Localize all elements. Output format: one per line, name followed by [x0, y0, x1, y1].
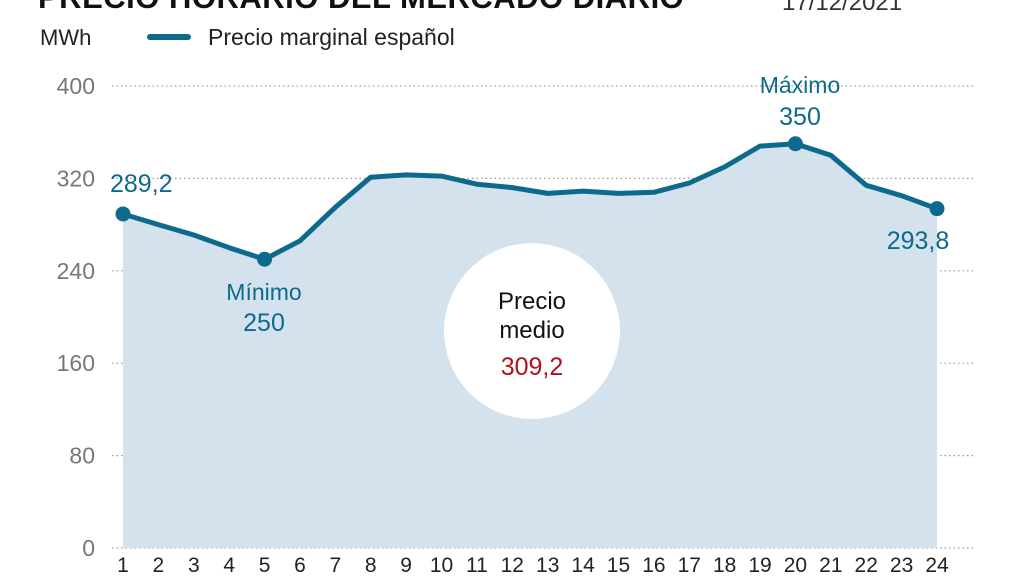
min-value-label: 250: [243, 309, 285, 337]
y-tick-label: 0: [82, 535, 95, 561]
min-marker: [257, 251, 273, 267]
average-label-line2: medio: [499, 317, 564, 344]
x-tick-label: 2: [153, 554, 165, 577]
average-label-line1: Precio: [498, 288, 566, 315]
y-tick-label: 320: [57, 165, 95, 191]
x-tick-label: 14: [571, 554, 595, 577]
min-label: Mínimo: [226, 279, 301, 305]
y-tick-label: 80: [69, 443, 95, 469]
legend-label: Precio marginal español: [208, 24, 455, 50]
max-label: Máximo: [760, 72, 841, 98]
y-tick-label: 400: [57, 73, 95, 99]
x-tick-label: 4: [223, 554, 235, 577]
x-tick-label: 7: [330, 554, 342, 577]
x-tick-label: 8: [365, 554, 377, 577]
x-tick-label: 18: [713, 554, 736, 577]
start-marker: [115, 206, 131, 222]
x-tick-label: 10: [430, 554, 453, 577]
max-value-label: 350: [779, 103, 821, 131]
unit-label: MWh: [40, 25, 91, 50]
x-tick-label: 1: [117, 554, 129, 577]
series-markers: [115, 136, 945, 267]
x-tick-label: 17: [678, 554, 701, 577]
x-tick-label: 16: [642, 554, 665, 577]
x-tick-label: 9: [400, 554, 412, 577]
y-tick-label: 160: [57, 350, 95, 376]
y-axis: 0 80 160 240 320 400: [57, 73, 95, 561]
x-tick-label: 22: [855, 554, 878, 577]
chart-title: PRECIO HORARIO DEL MERCADO DIARIO: [38, 0, 684, 15]
average-value: 309,2: [501, 353, 564, 381]
x-tick-label: 21: [819, 554, 842, 577]
x-tick-label: 11: [466, 554, 488, 577]
x-tick-label: 3: [188, 554, 200, 577]
max-marker: [787, 136, 803, 152]
x-tick-label: 24: [925, 554, 949, 577]
end-value-label: 293,8: [887, 227, 950, 255]
x-tick-label: 23: [890, 554, 913, 577]
x-tick-label: 20: [784, 554, 807, 577]
x-tick-label: 12: [501, 554, 524, 577]
x-tick-label: 5: [259, 554, 271, 577]
x-tick-label: 6: [294, 554, 306, 577]
x-tick-label: 19: [748, 554, 771, 577]
start-value-label: 289,2: [110, 170, 173, 198]
chart-date: 17/12/2021: [782, 0, 902, 16]
x-tick-label: 15: [607, 554, 630, 577]
average-badge: [444, 243, 620, 419]
x-tick-label: 13: [536, 554, 559, 577]
y-tick-label: 240: [57, 258, 95, 284]
end-marker: [929, 201, 945, 217]
x-axis: 1 2 3 4 5 6 7 8 9 10 11 12 13 14 15 16 17 18 19 20 21 22 23 24: [117, 554, 949, 577]
